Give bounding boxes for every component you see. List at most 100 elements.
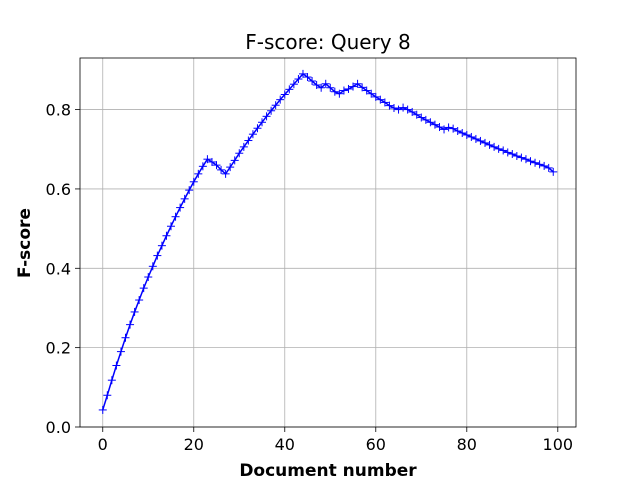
data-point [358,83,367,92]
data-point [235,149,244,158]
data-point [380,98,389,107]
x-tick-label: 100 [543,435,574,454]
grid [80,58,576,428]
data-point [490,142,499,151]
data-point [126,320,135,329]
data-point [389,103,398,112]
data-point [335,89,344,98]
x-axis: 0 20 40 60 80 100 [98,427,573,454]
data-point [321,79,330,88]
data-point [467,132,476,141]
data-point [103,391,112,400]
data-point [426,118,435,127]
data-point [535,160,544,169]
data-point [285,85,294,94]
data-point [399,103,408,112]
data-point [162,231,171,240]
data-point [276,95,285,104]
data-point [107,376,116,385]
data-point [212,161,221,170]
data-point [421,115,430,124]
data-point [508,150,517,159]
data-point [531,158,540,167]
data-point [376,95,385,104]
data-point [157,241,166,250]
data-point [385,101,394,110]
data-point [371,92,380,101]
data-point [485,140,494,149]
data-point [512,152,521,161]
data-point [544,163,553,172]
data-point [330,87,339,96]
data-point [217,165,226,174]
data-point [344,84,353,93]
x-tick-label: 60 [366,435,386,454]
data-point [194,169,203,178]
data-point [98,405,107,414]
plot-frame [79,57,577,428]
data-point [408,107,417,116]
data-point [499,146,508,155]
y-axis-label: F-score [15,208,35,278]
data-point [271,101,280,110]
data-point [244,136,253,145]
data-point [189,177,198,186]
chart-title: F-score: Query 8 [245,30,410,54]
x-tick-label: 20 [184,435,204,454]
data-point [503,148,512,157]
data-point [303,73,312,82]
data-point [312,80,321,89]
data-point [253,124,262,133]
data-point [435,123,444,132]
data-point [171,212,180,221]
data-point [116,347,125,356]
data-point [203,155,212,164]
data-point [362,86,371,95]
data-point [112,361,121,370]
data-point [167,222,176,231]
data-point [549,167,558,176]
data-point [444,123,453,132]
y-tick-label: 0.2 [46,339,71,358]
data-point [476,136,485,145]
series-line [102,72,554,411]
data-point [176,203,185,212]
data-point [339,86,348,95]
data-point [517,153,526,162]
data-point [267,106,276,115]
data-point [198,162,207,171]
data-point [540,161,549,170]
data-point [417,113,426,122]
data-point [394,105,403,114]
data-point [480,138,489,147]
data-point [349,82,358,91]
data-point [430,120,439,129]
data-point [121,333,130,342]
data-point [185,186,194,195]
data-point [226,163,235,172]
series-layer [98,69,558,414]
data-point [207,157,216,166]
x-tick-label: 40 [275,435,295,454]
data-point [471,134,480,143]
y-axis: 0.0 0.2 0.4 0.6 0.8 [46,101,80,437]
data-point [353,79,362,88]
data-point [440,125,449,134]
y-tick-label: 0.0 [46,418,71,437]
data-point [130,307,139,316]
data-point [180,194,189,203]
data-point [526,157,535,166]
data-point [153,251,162,260]
data-point [280,90,289,99]
data-point [326,83,335,92]
data-point [367,89,376,98]
data-point [317,83,326,92]
data-point [308,77,317,86]
data-point [144,273,153,282]
data-point [412,110,421,119]
data-point [298,69,307,78]
data-point [521,155,530,164]
data-point [221,169,230,178]
y-tick-label: 0.4 [46,259,71,278]
